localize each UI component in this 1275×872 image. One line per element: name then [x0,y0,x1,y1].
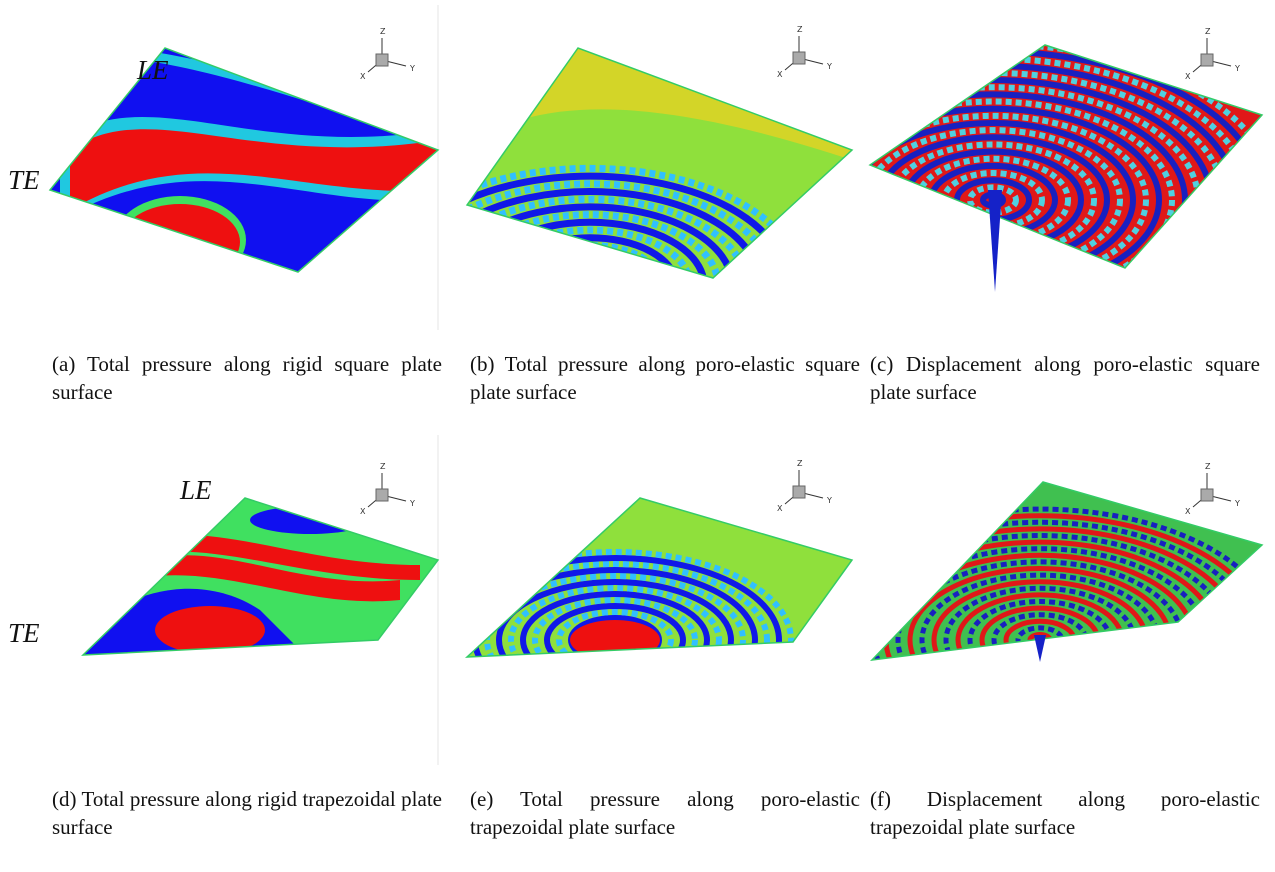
axis-label: Z [797,25,803,34]
contour-ring [518,245,662,324]
caption: (a) Total pressure along rigid square pl… [52,350,442,406]
plate [50,48,440,284]
axis-label: Z [380,27,386,36]
blob [570,620,660,660]
caption: (d) Total pressure along rigid trapezoid… [52,785,442,841]
axis-label: X [360,507,366,516]
axis-label: Y [1234,499,1240,508]
axis-cube [1201,54,1213,66]
leading-edge-label: LE [137,55,169,86]
spike [1034,635,1046,662]
axis-cube [793,486,805,498]
axis-label: X [1185,72,1191,81]
axis-label: X [1185,507,1191,516]
axis-label: Y [409,499,415,508]
caption: (f) Displacement along poro-elastic trap… [870,785,1260,841]
axis-label: Z [1205,462,1211,471]
plate [378,40,852,402]
caption: (c) Displacement along poro-elastic squa… [870,350,1260,406]
axis-label: Z [797,459,803,468]
leading-edge-label: LE [180,475,212,506]
contour-ring [560,269,620,302]
trailing-edge-label: TE [8,165,40,196]
axis-cube [376,54,388,66]
contour-ring [532,253,648,317]
axis-label: X [777,504,783,513]
band [250,506,370,534]
axis-cube [793,52,805,64]
contour-ring [546,261,634,309]
axis-label: Y [826,62,832,71]
plate [802,482,1275,771]
blob [530,250,650,320]
blob [120,204,240,280]
contour-ring [504,238,676,333]
axis-label: X [777,70,783,79]
axis-cube [376,489,388,501]
caption: (b) Total pressure along poro-elastic sq… [470,350,860,406]
axis-label: Y [1234,64,1240,73]
contour-ring [490,230,690,340]
figure-graphics: Z Y X Z Y X Z Y X Z Y X Z Y X Z Y X [0,0,1275,872]
axis-label: Z [380,462,386,471]
figure: Z Y X Z Y X Z Y X Z Y X Z Y X Z Y X (a) Total pressure al… [0,0,1275,872]
axis-label: Z [1205,27,1211,36]
axis-cube [1201,489,1213,501]
caption: (e) Total pressure along poro-elastic tr… [470,785,860,841]
plate [80,498,438,660]
axis-label: Y [409,64,415,73]
spike [988,190,1002,292]
plate [439,498,852,728]
axis-label: X [360,72,366,81]
trailing-edge-label: TE [8,618,40,649]
axis-label: Y [826,496,832,505]
